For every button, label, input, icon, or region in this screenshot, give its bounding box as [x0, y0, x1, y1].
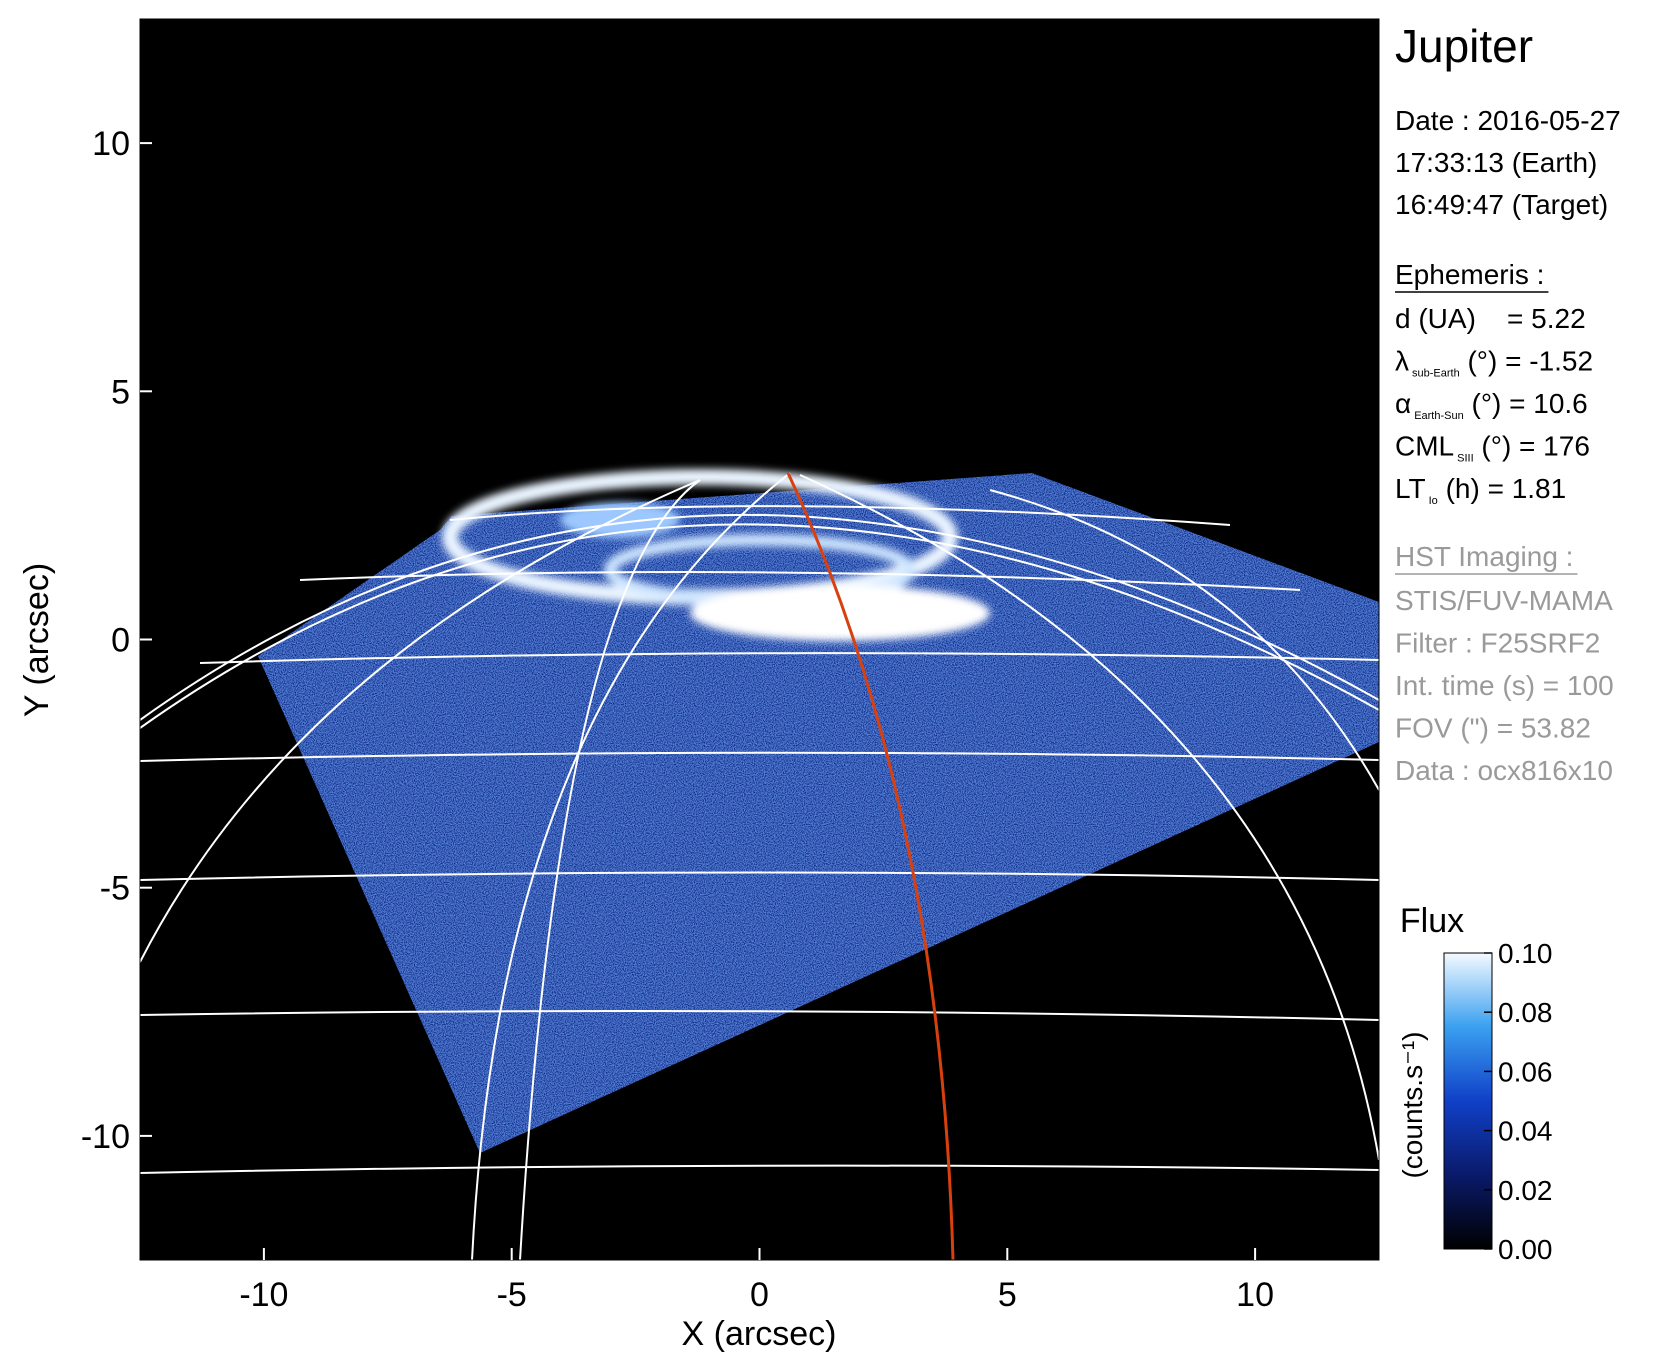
- value: (°) = -1.52: [1460, 346, 1593, 377]
- imaging-row: Filter : F25SRF2: [1395, 628, 1600, 659]
- colorbar: [1443, 952, 1493, 1250]
- lat-lon-grid: [140, 472, 1379, 1260]
- y-axis-label: Y (arcsec): [18, 563, 56, 717]
- colorbar-tick-label: 0.06: [1498, 1056, 1553, 1087]
- colorbar-tick-label: 0.10: [1498, 938, 1553, 969]
- y-tick-label: 0: [111, 622, 130, 660]
- central-meridian: [786, 472, 955, 1260]
- y-tick-label: -10: [81, 1118, 130, 1156]
- x-tick-label: 10: [1236, 1276, 1274, 1314]
- ephemeris-row: λ sub-Earth (°) = -1.52: [1395, 346, 1593, 380]
- ephemeris-row: α Earth-Sun (°) = 10.6: [1395, 388, 1588, 422]
- x-tick-label: -10: [239, 1276, 288, 1314]
- value: (h) = 1.81: [1438, 473, 1566, 504]
- subscript: SIII: [1457, 453, 1474, 465]
- date-line: Date : 2016-05-27: [1395, 105, 1621, 136]
- y-tick-label: 5: [111, 373, 130, 411]
- colorbar-title: Flux: [1400, 902, 1464, 940]
- image-panel: [140, 19, 1379, 1260]
- symbol: CML: [1395, 431, 1454, 462]
- subscript: sub-Earth: [1412, 368, 1460, 380]
- imaging-row: Data : ocx816x10: [1395, 755, 1613, 786]
- value: (°) = 10.6: [1464, 388, 1588, 419]
- colorbar-tick-label: 0.02: [1498, 1175, 1553, 1206]
- imaging-row: STIS/FUV-MAMA: [1395, 585, 1613, 616]
- section-heading: HST Imaging :: [1395, 541, 1573, 572]
- x-tick-label: -5: [497, 1276, 527, 1314]
- x-tick-label: 5: [998, 1276, 1017, 1314]
- colorbar-label: (counts.s⁻¹): [1397, 1031, 1428, 1178]
- title: Jupiter: [1395, 20, 1533, 72]
- colorbar-tick-label: 0.08: [1498, 997, 1553, 1028]
- y-tick-label: -5: [100, 870, 130, 908]
- subscript: Earth-Sun: [1414, 410, 1464, 422]
- colorbar-tick-label: 0.04: [1498, 1116, 1553, 1147]
- subscript: Io: [1429, 495, 1438, 507]
- symbol: α: [1395, 388, 1411, 419]
- imaging-row: Int. time (s) = 100: [1395, 670, 1614, 701]
- ephemeris-row: CML SIII (°) = 176: [1395, 431, 1590, 465]
- symbol: λ: [1395, 346, 1409, 377]
- symbol: LT: [1395, 473, 1426, 504]
- x-tick-label: 0: [750, 1276, 769, 1314]
- section-heading: Ephemeris :: [1395, 259, 1544, 290]
- date-line: 16:49:47 (Target): [1395, 189, 1608, 220]
- y-tick-label: 10: [92, 125, 130, 163]
- ephemeris-row: LT Io (h) = 1.81: [1395, 473, 1566, 507]
- value: (°) = 176: [1474, 431, 1590, 462]
- date-line: 17:33:13 (Earth): [1395, 147, 1597, 178]
- imaging-row: FOV (") = 53.82: [1395, 713, 1591, 744]
- symbol: d (UA) = 5.22: [1395, 303, 1586, 334]
- x-axis-label: X (arcsec): [682, 1315, 837, 1353]
- colorbar-tick-label: 0.00: [1498, 1234, 1553, 1265]
- ephemeris-row: d (UA) = 5.22: [1395, 303, 1586, 334]
- detector-field: [258, 473, 1379, 1153]
